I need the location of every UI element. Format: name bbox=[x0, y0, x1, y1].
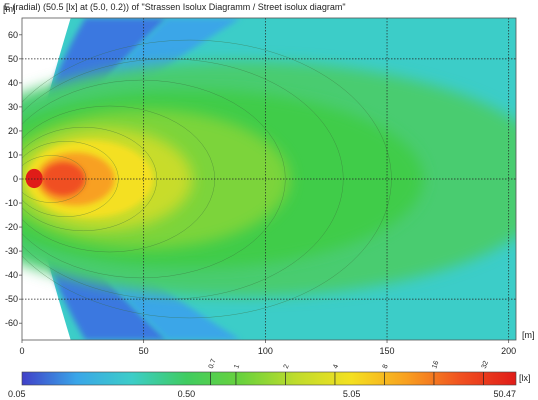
y-tick-label: -50 bbox=[5, 294, 18, 304]
y-unit-label: [m] bbox=[3, 4, 16, 14]
x-tick-label: 200 bbox=[501, 346, 516, 356]
y-tick-label: -20 bbox=[5, 222, 18, 232]
colorbar-labels: 0.05 0.50 5.05 50.47 bbox=[8, 389, 516, 399]
field-peak bbox=[25, 168, 43, 189]
colorbar-label: 0.50 bbox=[178, 389, 196, 399]
y-tick-label: 30 bbox=[8, 102, 18, 112]
y-tick-label: 20 bbox=[8, 126, 18, 136]
colorbar-label: 0.05 bbox=[8, 389, 26, 399]
colorbar-contour-label: 32 bbox=[481, 360, 490, 370]
chart-title: E (radial) (50.5 [lx] at (5.0, 0.2)) of … bbox=[4, 2, 346, 12]
colorbar-contour-label: 2 bbox=[283, 364, 291, 370]
colorbar-label: 50.47 bbox=[493, 389, 516, 399]
y-tick-label: 40 bbox=[8, 78, 18, 88]
colorbar-bar bbox=[21, 371, 517, 386]
x-unit-label: [m] bbox=[522, 330, 535, 340]
x-tick-label: 50 bbox=[139, 346, 149, 356]
y-tick-label: 60 bbox=[8, 30, 18, 40]
colorbar-contour-label: 4 bbox=[332, 364, 340, 370]
x-axis: 0 50 100 150 200 bbox=[19, 340, 516, 356]
y-tick-label: -10 bbox=[5, 198, 18, 208]
colorbar-contour-label: 16 bbox=[431, 360, 440, 370]
contour-line bbox=[22, 126, 158, 232]
field-red-orange bbox=[41, 162, 86, 196]
plot-area bbox=[22, 18, 516, 340]
y-tick-label: 10 bbox=[8, 150, 18, 160]
y-tick-label: 0 bbox=[13, 174, 18, 184]
contour-line bbox=[22, 79, 286, 279]
colorbar-contour-label: 8 bbox=[382, 364, 390, 370]
y-tick-label: 50 bbox=[8, 54, 18, 64]
x-tick-label: 0 bbox=[19, 346, 24, 356]
colorbar: 0.7 1 2 4 8 16 32 0.05 0.50 5.05 50.47 [lx] bbox=[8, 358, 531, 399]
grid bbox=[22, 18, 516, 340]
y-tick-label: -60 bbox=[5, 318, 18, 328]
x-tick-label: 150 bbox=[380, 346, 395, 356]
y-tick-label: -30 bbox=[5, 246, 18, 256]
x-tick-label: 100 bbox=[258, 346, 273, 356]
colorbar-contour-label: 0.7 bbox=[208, 358, 218, 370]
colorbar-contour-label: 1 bbox=[233, 364, 241, 370]
colorbar-contour-marks: 0.7 1 2 4 8 16 32 bbox=[208, 358, 490, 385]
colorbar-unit: [lx] bbox=[519, 373, 531, 383]
colorbar-label: 5.05 bbox=[343, 389, 361, 399]
y-axis: 60 50 40 30 20 10 0 -10 -20 -30 -40 -50 -60 bbox=[5, 30, 22, 328]
y-tick-label: -40 bbox=[5, 270, 18, 280]
